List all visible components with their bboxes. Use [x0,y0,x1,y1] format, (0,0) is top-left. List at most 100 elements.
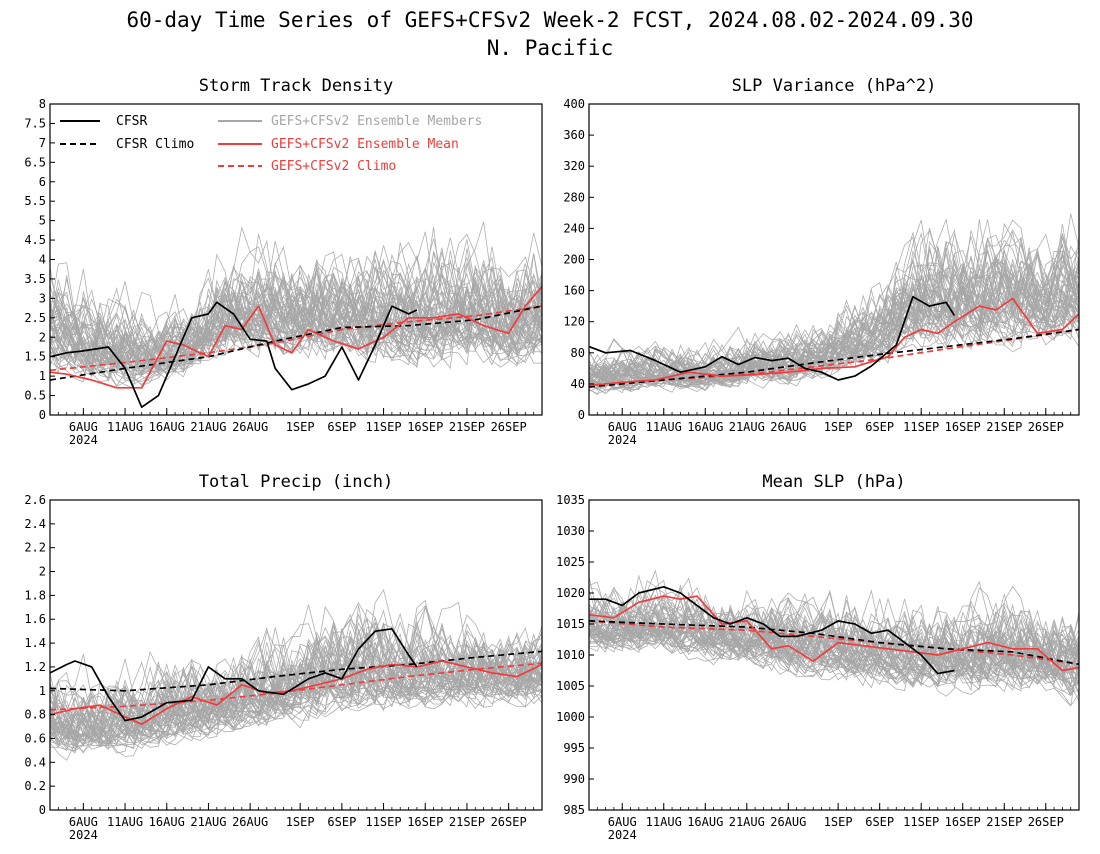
y-tick-label: 240 [563,221,585,235]
ensemble-member-line [50,245,542,370]
x-tick-label: 21SEP [449,815,485,829]
panel-title: SLP Variance (hPa^2) [732,76,937,96]
series-cfsr-climo [589,620,1079,666]
y-tick-label: 1.2 [24,660,46,674]
plot-area [50,588,542,761]
plot-area [50,221,542,409]
ensemble-member-line [50,604,542,743]
panel-title: Storm Track Density [199,76,393,96]
ensemble-member-line [589,598,1079,692]
y-tick-label: 1.6 [24,612,46,626]
x-tick-label: 21AUG [729,420,765,434]
x-tick-label: 21AUG [190,815,226,829]
ensemble-member-line [50,599,542,746]
y-tick-label: 1 [39,369,46,383]
figure-title-line1: 60-day Time Series of GEFS+CFSv2 Week-2 … [126,8,973,32]
y-tick-label: 1025 [556,555,585,569]
y-tick-label: 8 [39,97,46,111]
x-tick-label: 1SEP [824,420,853,434]
ensemble-member-line [50,613,542,745]
panel-slp-variance: SLP Variance (hPa^2) 0 40 80 120 160 200 240 280… [563,76,1080,447]
y-tick-label: 320 [563,159,585,173]
x-tick-label: 16SEP [407,815,443,829]
ensemble-member-line [589,276,1079,381]
y-tick-label: 160 [563,284,585,298]
series-cfsr-climo [50,650,542,692]
y-tick-label: 990 [563,772,585,786]
y-tick-label: 0.8 [24,708,46,722]
ensemble-member-line [589,576,1079,691]
x-tick-label: 21AUG [190,420,226,434]
y-tick-label: 0 [39,408,46,422]
panel-title: Mean SLP (hPa) [762,472,905,492]
ensemble-member-line [589,596,1079,689]
ensemble-member-line [589,612,1079,697]
ensemble-member-line [589,605,1079,688]
y-tick-label: 1000 [556,710,585,724]
y-tick-label: 0.2 [24,779,46,793]
y-tick-label: 995 [563,741,585,755]
y-tick-label: 0.4 [24,755,46,769]
y-tick-label: 3 [39,291,46,305]
legend-label-cfsr-climo: CFSR Climo [116,137,194,152]
y-tick-label: 6 [39,175,46,189]
x-tick-label: 26AUG [232,420,268,434]
x-tick-label: 26SEP [491,420,527,434]
ensemble-member-line [589,248,1079,383]
x-tick-label: 21SEP [986,420,1022,434]
x-tick-label: 11AUG [646,420,682,434]
plot-frame [49,499,543,811]
x-tick-label: 6AUG [69,815,98,829]
y-tick-label: 1.5 [24,350,46,364]
x-tick-label: 6AUG [69,420,98,434]
x-year-label: 2024 [69,828,98,842]
x-tick-label: 6SEP [865,420,894,434]
y-tick-label: 4 [39,253,46,267]
series-gefs-cfsv2-climo [589,620,1079,666]
y-tick-label: 5 [39,214,46,228]
y-tick-label: 280 [563,190,585,204]
y-tick-label: 0 [578,408,585,422]
x-tick-label: 26AUG [232,815,268,829]
ensemble-member-line [589,259,1079,385]
y-tick-label: 3.5 [24,272,46,286]
y-tick-label: 400 [563,97,585,111]
y-tick-label: 1 [39,684,46,698]
x-tick-label: 6AUG [608,420,637,434]
y-tick-label: 4.5 [24,233,46,247]
y-tick-label: 200 [563,253,585,267]
series-gefs-cfsv2-ensemble-mean [589,297,1079,387]
y-tick-label: 1010 [556,648,585,662]
x-tick-label: 16AUG [149,420,185,434]
y-tick-label: 1.8 [24,588,46,602]
ensemble-member-line [589,596,1079,695]
y-tick-label: 2 [39,330,46,344]
x-tick-label: 1SEP [824,815,853,829]
y-tick-label: 1.4 [24,636,46,650]
x-tick-label: 16SEP [945,420,981,434]
y-tick-label: 7 [39,136,46,150]
x-tick-label: 26AUG [770,815,806,829]
ensemble-member-line [50,272,542,383]
legend-label-ens-mean: GEFS+CFSv2 Ensemble Mean [271,137,459,152]
ensemble-member-line [50,251,542,386]
ensemble-member-line [50,625,542,757]
x-tick-label: 11AUG [646,815,682,829]
x-tick-label: 21AUG [729,815,765,829]
ensemble-members [50,221,542,389]
ensemble-member-line [50,256,542,371]
y-tick-label: 985 [563,803,585,817]
panel-mean-slp: Mean SLP (hPa) 985 990 995 1000 1005 1010 1015 1… [556,472,1080,842]
x-tick-label: 16AUG [687,815,723,829]
legend-label-gefs-climo: GEFS+CFSv2 Climo [271,159,396,174]
y-tick-label: 1015 [556,617,585,631]
ensemble-member-line [589,592,1079,689]
ensemble-member-line [50,265,542,369]
x-tick-label: 21SEP [449,420,485,434]
figure-title-line2: N. Pacific [487,36,613,60]
x-tick-label: 16AUG [149,815,185,829]
x-tick-label: 26SEP [491,815,527,829]
series-cfsr [589,585,955,675]
ensemble-member-line [50,251,542,376]
